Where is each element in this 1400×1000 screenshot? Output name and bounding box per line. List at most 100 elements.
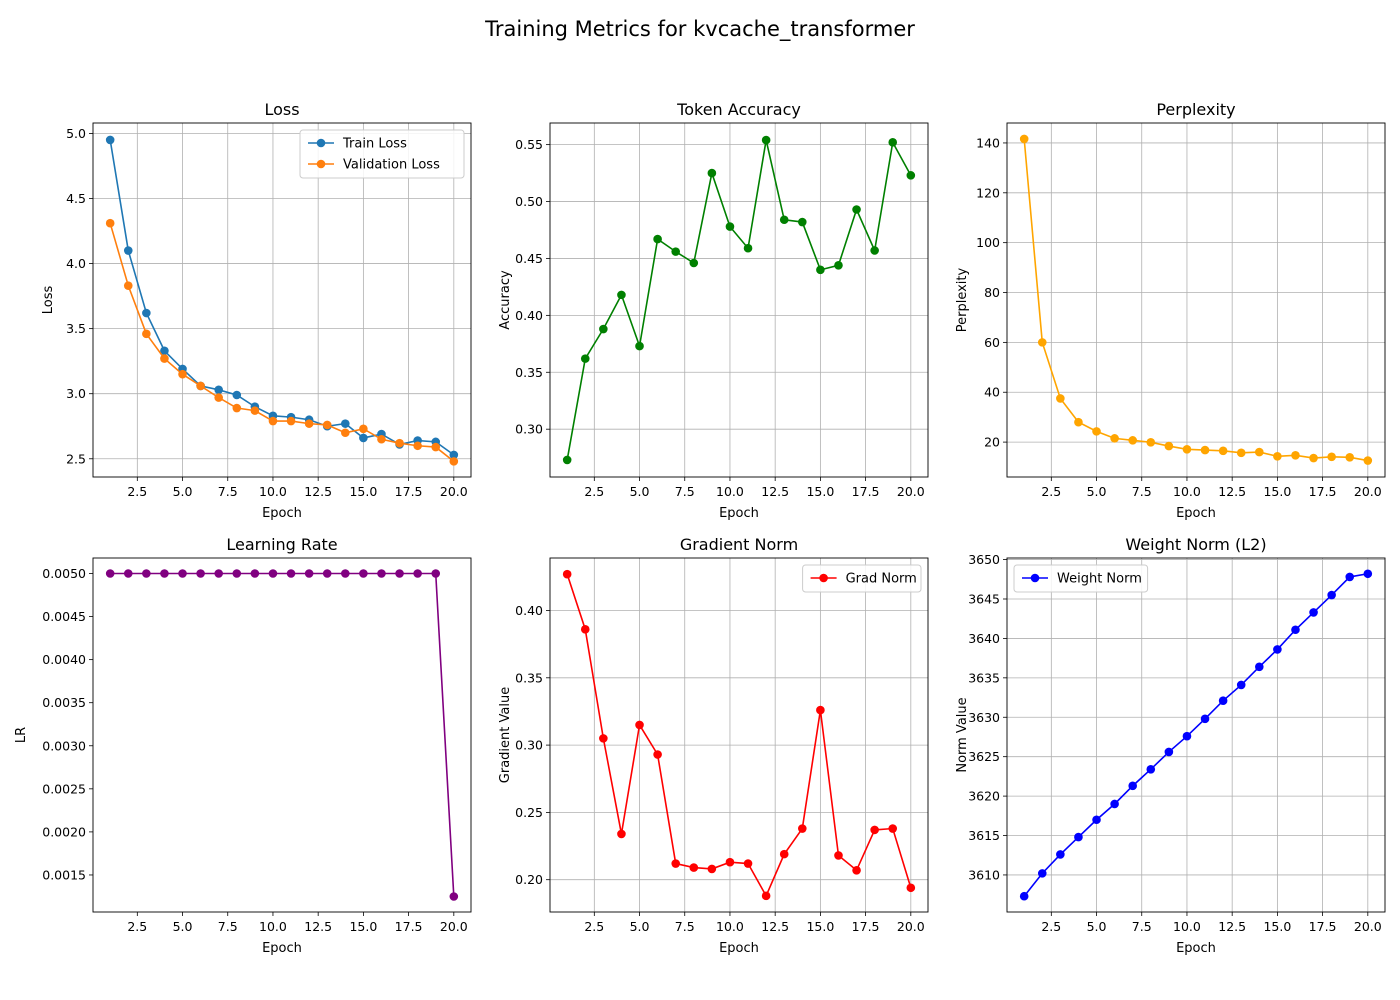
data-point [359, 424, 368, 434]
data-point [160, 346, 169, 356]
y-tick-label: 3615 [968, 828, 1000, 843]
y-tick-label: 0.25 [515, 805, 543, 820]
data-point [178, 369, 187, 379]
data-point [617, 290, 626, 300]
x-tick-label: 10.0 [259, 919, 287, 934]
data-point [1164, 747, 1174, 757]
data-point [123, 569, 133, 578]
data-point [123, 246, 133, 255]
y-axis-label: Accuracy [498, 270, 513, 330]
data-point [1074, 417, 1083, 427]
x-tick-label: 7.5 [1132, 484, 1152, 499]
data-point [1236, 448, 1246, 458]
data-point [1056, 394, 1065, 403]
y-tick-label: 0.0020 [42, 824, 86, 839]
subplot-gradnorm: 2.5 5.0 7.5 10.0 12.5 15.0 17.5 20.0 0.20 0.25 0.3… [498, 535, 929, 956]
axes-frame [1006, 557, 1386, 913]
x-tick-label: 5.0 [630, 919, 650, 934]
data-point [1309, 608, 1318, 617]
subplot-lr: 2.5 5.0 7.5 10.0 12.5 15.0 17.5 20.0 0.0015 0.002… [14, 535, 472, 956]
data-point [1128, 781, 1137, 791]
y-tick-label: 0.30 [515, 738, 543, 753]
y-tick-label: 0.0030 [42, 738, 86, 753]
grid-lines [550, 558, 928, 912]
y-tick-label: 3620 [968, 789, 1000, 804]
data-point [888, 138, 898, 147]
data-point [1037, 869, 1047, 878]
series-weight-norm [1019, 569, 1373, 901]
data-point [250, 569, 260, 578]
x-tick-label: 12.5 [1218, 919, 1246, 934]
data-point [232, 403, 242, 413]
data-point [196, 381, 205, 391]
data-point [1327, 452, 1336, 462]
legend-label: Train Loss [342, 137, 407, 152]
x-axis-ticks: 2.5 5.0 7.5 10.0 12.5 15.0 17.5 20.0 [127, 912, 468, 934]
x-tick-label: 2.5 [127, 484, 147, 499]
data-point [105, 135, 115, 145]
x-tick-label: 15.0 [1263, 919, 1291, 934]
data-point [359, 433, 368, 443]
x-tick-label: 17.5 [852, 484, 880, 499]
x-axis-ticks: 2.5 5.0 7.5 10.0 12.5 15.0 17.5 20.0 [1041, 477, 1382, 499]
data-point [617, 829, 626, 839]
data-point [1255, 662, 1264, 672]
legend-box [299, 129, 465, 179]
y-tick-label: 0.40 [515, 603, 543, 618]
series-lr [105, 569, 459, 901]
series-grad-norm [562, 569, 916, 901]
x-tick-label: 20.0 [440, 919, 468, 934]
data-point [906, 171, 916, 180]
x-tick-label: 15.0 [806, 484, 834, 499]
data-point [413, 569, 422, 578]
y-tick-label: 2.5 [66, 451, 86, 466]
data-point [779, 215, 789, 225]
data-point [816, 705, 825, 715]
subplot-accuracy: 2.5 5.0 7.5 10.0 12.5 15.0 17.5 20.0 0.30 0.35 0.4… [498, 100, 929, 521]
y-tick-label: 100 [976, 235, 1000, 250]
x-axis-label: Epoch [719, 506, 759, 521]
data-point [214, 385, 223, 395]
x-tick-label: 15.0 [349, 484, 377, 499]
subplot-perplexity: 2.5 5.0 7.5 10.0 12.5 15.0 17.5 20.0 20 40 60 80 100… [955, 100, 1386, 521]
y-tick-label: 3.0 [66, 386, 86, 401]
data-point [449, 457, 459, 466]
legend-box [802, 564, 922, 593]
y-tick-label: 3630 [968, 710, 1000, 725]
plot-area [93, 123, 471, 477]
data-point [341, 419, 350, 428]
data-point [1019, 891, 1029, 901]
data-point [870, 246, 879, 255]
data-point [1309, 453, 1318, 463]
y-tick-label: 3625 [968, 749, 1000, 764]
data-point [286, 416, 296, 426]
data-point [761, 135, 771, 145]
data-point [798, 217, 807, 227]
data-point [142, 308, 151, 318]
x-tick-label: 15.0 [349, 919, 377, 934]
data-point [707, 864, 717, 874]
data-point [1327, 590, 1336, 600]
legend-marker [819, 573, 828, 583]
data-point [1110, 434, 1119, 443]
x-tick-label: 15.0 [806, 919, 834, 934]
data-point [834, 260, 843, 270]
data-point [798, 824, 807, 833]
y-axis-ticks: 0.0015 0.0020 0.0025 0.0030 0.0035 0.0040 0.00… [42, 566, 93, 882]
data-point [160, 354, 169, 363]
data-point [599, 324, 608, 334]
data-point [653, 750, 662, 759]
x-tick-label: 5.0 [173, 484, 193, 499]
y-axis-label: Norm Value [955, 697, 970, 772]
data-point [1255, 447, 1264, 457]
data-point [431, 442, 441, 452]
x-tick-label: 17.5 [1309, 919, 1337, 934]
x-axis-label: Epoch [262, 941, 302, 956]
y-tick-label: 0.35 [515, 670, 543, 685]
x-tick-label: 5.0 [173, 919, 193, 934]
data-point [304, 419, 314, 428]
data-point [635, 341, 644, 351]
y-tick-label: 0.0050 [42, 566, 86, 581]
data-point [341, 428, 350, 438]
y-axis-ticks: 3610 3615 3620 3625 3630 3635 3640 3645 3650 [968, 552, 1007, 882]
